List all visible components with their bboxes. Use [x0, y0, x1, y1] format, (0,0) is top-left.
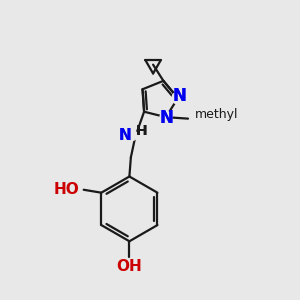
Circle shape: [172, 92, 184, 104]
Text: N: N: [160, 109, 174, 127]
Text: H: H: [136, 124, 148, 138]
Text: N: N: [119, 128, 132, 143]
Text: H: H: [136, 124, 148, 138]
Circle shape: [126, 130, 137, 141]
Text: OH: OH: [116, 259, 142, 274]
Text: methyl: methyl: [194, 108, 238, 121]
Text: HO: HO: [53, 182, 79, 197]
Circle shape: [160, 111, 172, 123]
Text: N: N: [160, 109, 174, 127]
Text: N: N: [119, 128, 132, 143]
Text: N: N: [172, 87, 186, 105]
Text: N: N: [172, 87, 186, 105]
